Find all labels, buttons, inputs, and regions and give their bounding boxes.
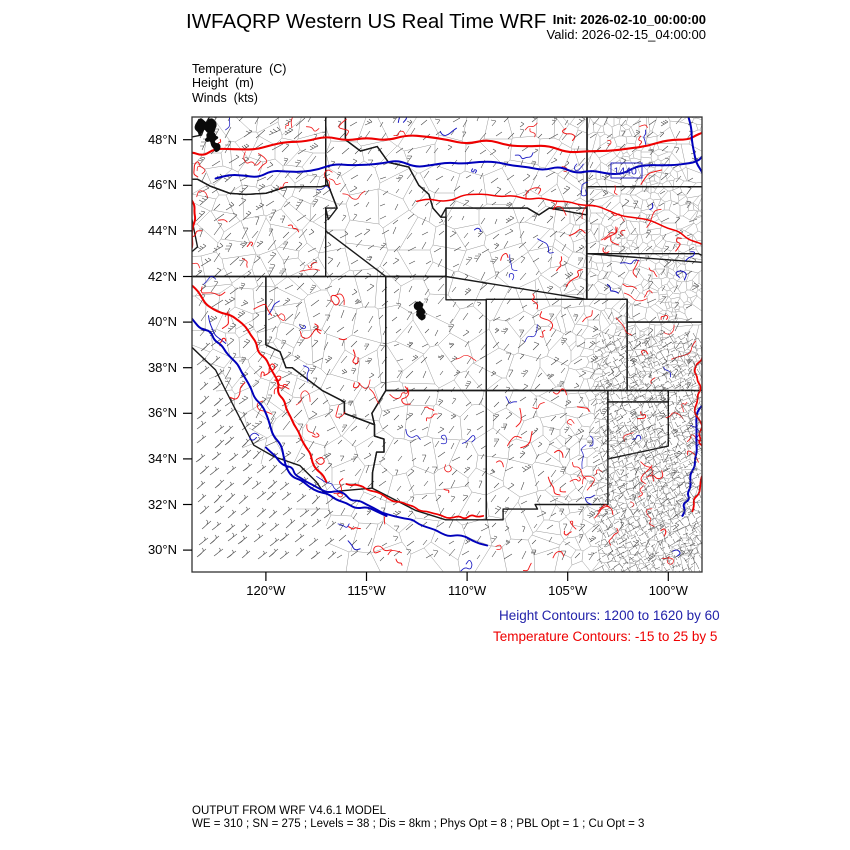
svg-text:1440: 1440 (614, 166, 638, 178)
